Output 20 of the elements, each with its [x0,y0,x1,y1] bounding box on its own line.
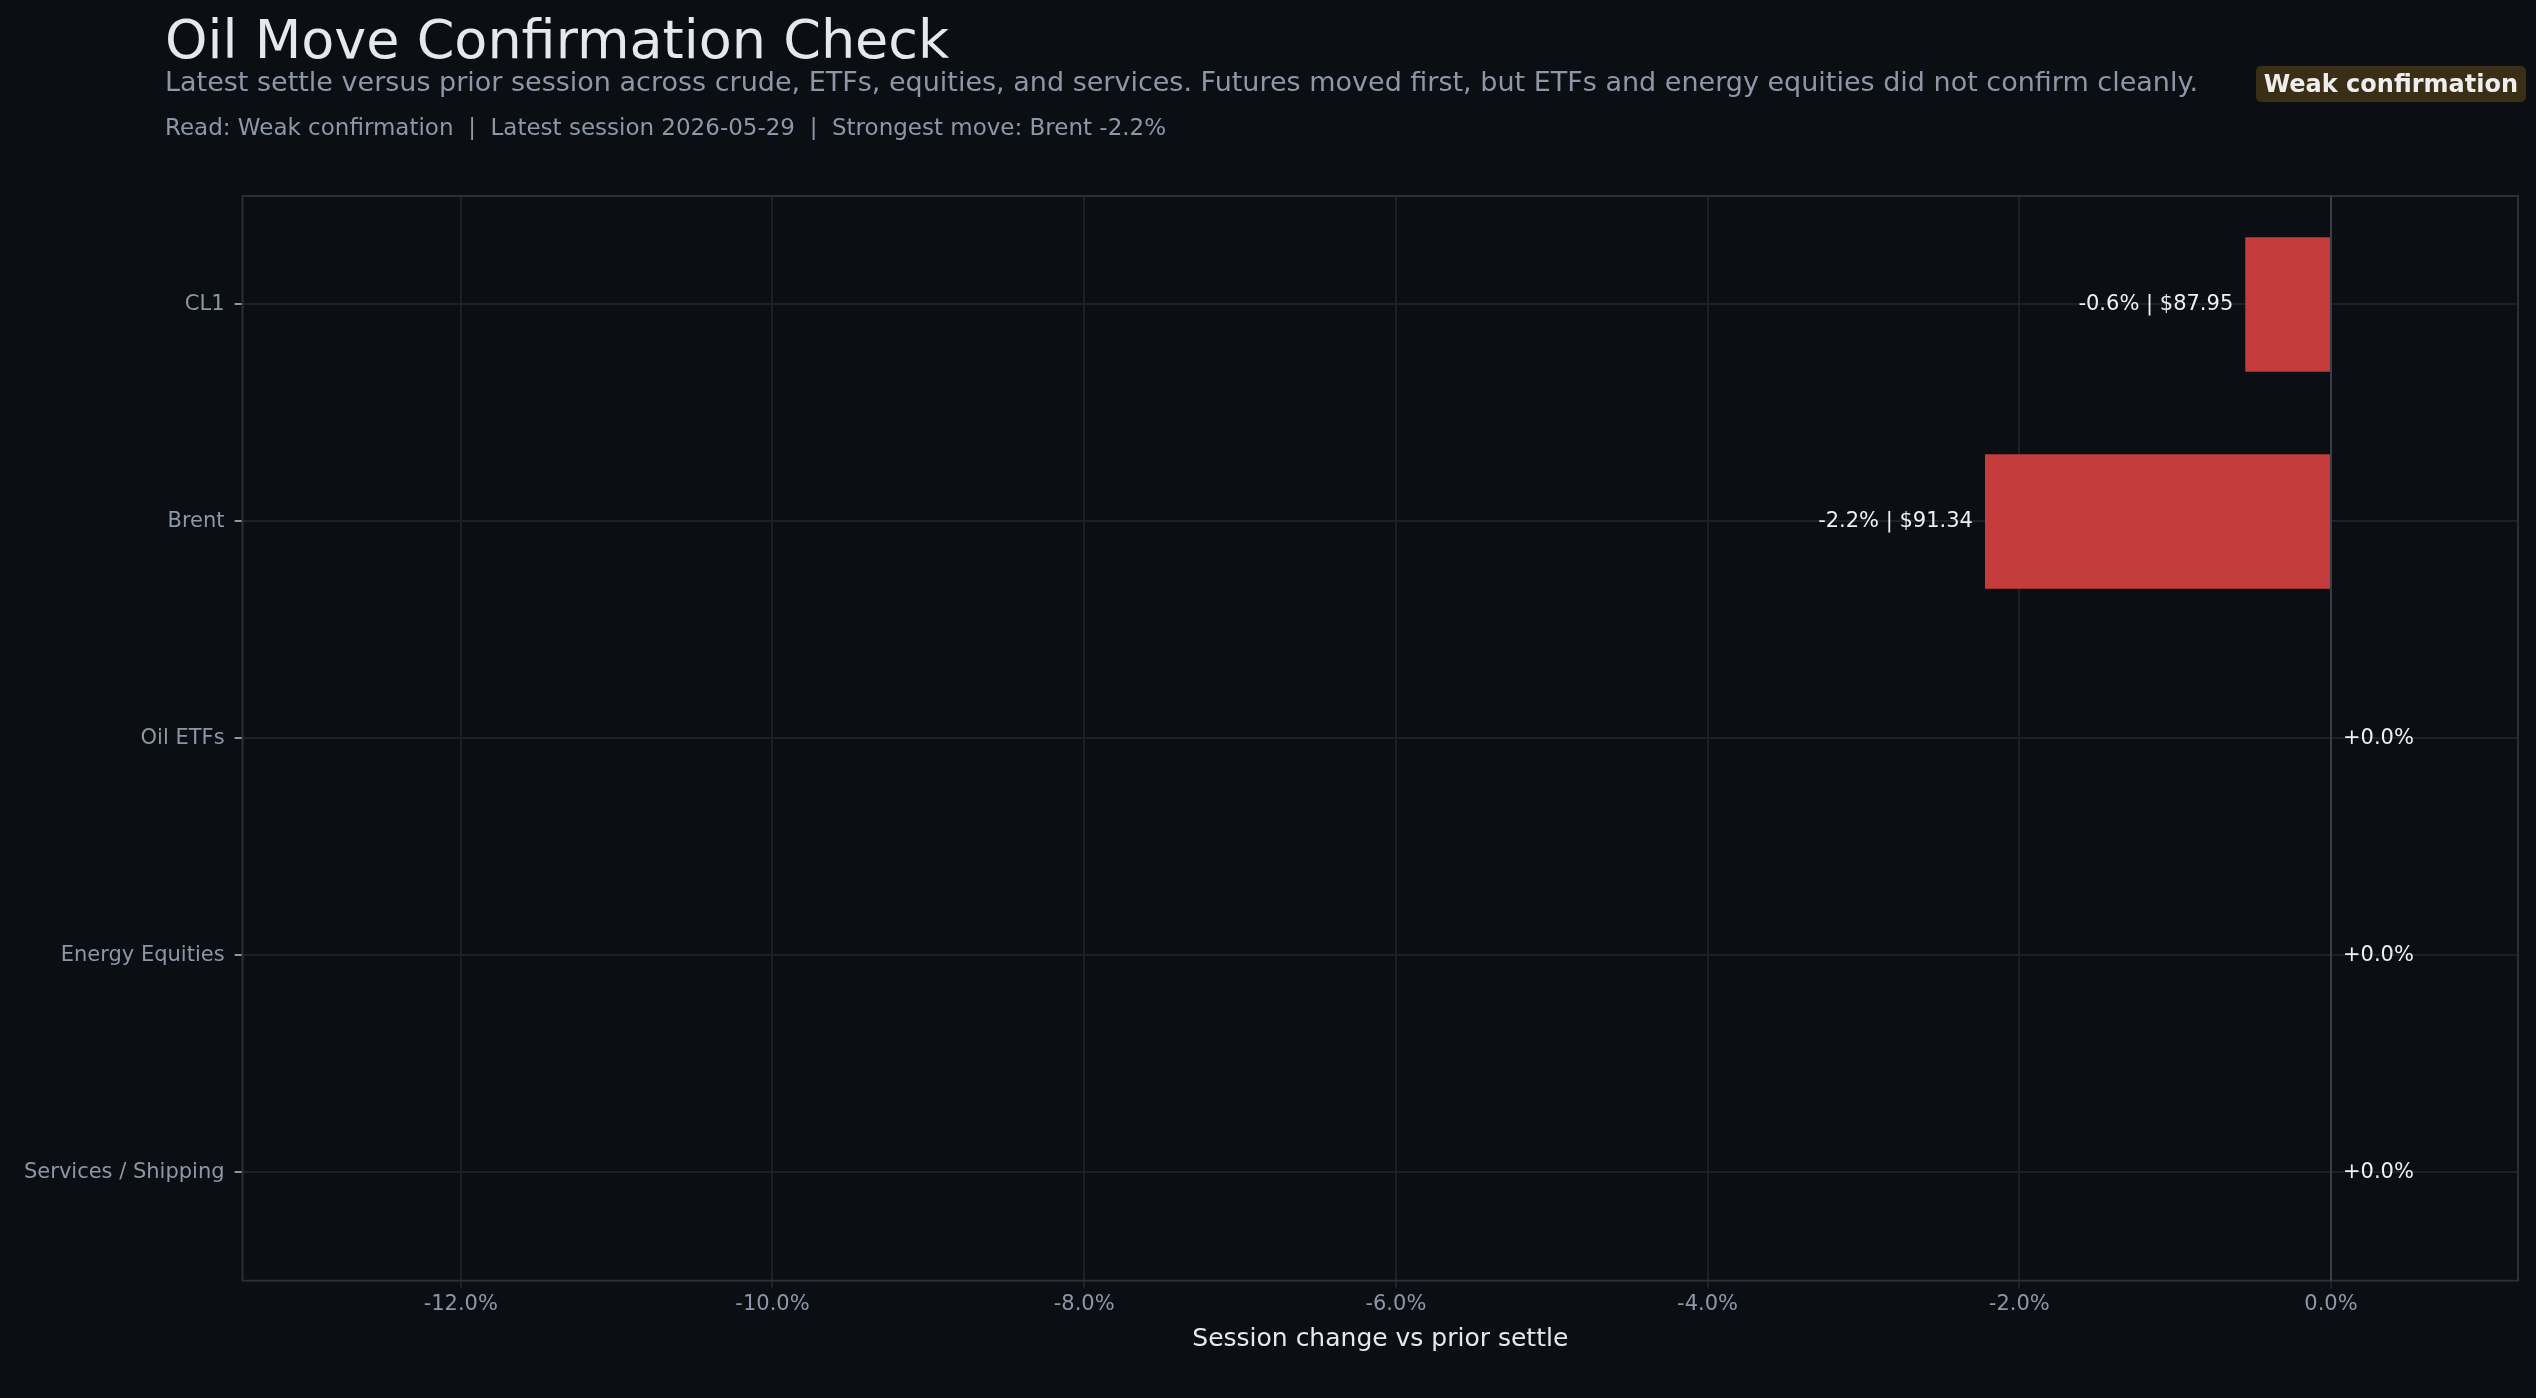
x-axis-title: Session change vs prior settle [1192,1322,1569,1352]
x-tick-label: -2.0% [1988,1290,2050,1315]
x-tick-label: -8.0% [1053,1290,1115,1315]
x-tick-label: -12.0% [423,1290,498,1315]
text: Weak confirmation [2255,66,2526,102]
data-label: +0.0% [2342,1158,2414,1183]
data-label: +0.0% [2342,941,2414,966]
y-tick-label: Oil ETFs [140,724,225,749]
x-tick-label: -10.0% [735,1290,810,1315]
text: Read: Weak confirmation | Latest session 2026-05-29 | Strongest move: Brent -2.2% [165,114,1167,140]
y-tick-label: CL1 [184,290,225,315]
data-label: -0.6% | $87.95 [2078,290,2234,316]
y-tick-label: Energy Equities [60,941,225,966]
x-tick-label: -4.0% [1677,1290,1739,1315]
data-label: +0.0% [2342,724,2414,749]
y-tick-label: Services / Shipping [23,1158,225,1183]
data-label: -2.2% | $91.34 [1818,507,1973,533]
x-tick-label: -6.0% [1365,1290,1427,1315]
x-tick-label: 0.0% [2304,1290,2358,1315]
y-tick-label: Brent [167,507,225,532]
